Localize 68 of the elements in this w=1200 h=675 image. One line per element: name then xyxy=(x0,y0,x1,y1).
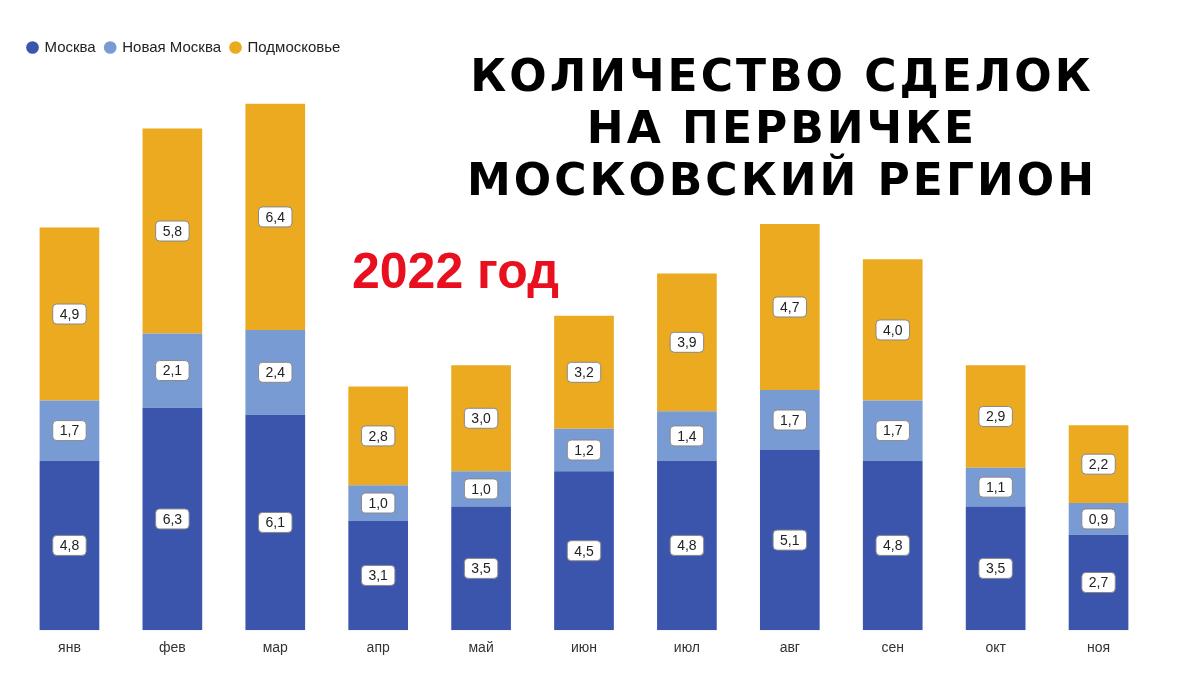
data-label: 2,9 xyxy=(985,408,1006,425)
data-label: 4,5 xyxy=(574,542,594,559)
data-label: 1,4 xyxy=(677,427,697,444)
chart-title: КОЛИЧЕСТВО СДЕЛОК НА ПЕРВИЧКЕ МОСКОВСКИЙ РЕГИОН xyxy=(466,50,1098,206)
x-tick-label: май xyxy=(468,639,494,656)
data-label: 1,0 xyxy=(368,494,389,511)
x-tick-label: ноя xyxy=(1086,639,1111,656)
data-label: 2,4 xyxy=(265,364,286,381)
bar xyxy=(554,315,614,429)
data-label: 4,7 xyxy=(780,298,800,315)
data-label: 2,8 xyxy=(368,427,389,444)
x-tick-label: авг xyxy=(779,639,800,656)
bar xyxy=(451,365,511,472)
legend-label: Москва xyxy=(44,37,97,55)
data-label: 4,8 xyxy=(882,537,903,554)
data-label: 6,1 xyxy=(265,514,286,531)
data-label: 3,5 xyxy=(985,560,1006,577)
bar xyxy=(759,223,820,390)
data-label: 4,8 xyxy=(677,537,697,554)
data-label: 2,1 xyxy=(162,362,183,379)
x-tick-label: окт xyxy=(985,639,1007,656)
bar xyxy=(142,407,203,631)
text: 2022 год xyxy=(352,242,559,300)
bar xyxy=(245,414,306,631)
bar xyxy=(348,520,409,631)
x-tick-label: сен xyxy=(881,639,904,656)
x-tick-label: янв xyxy=(58,639,81,656)
bar xyxy=(451,506,511,631)
bar xyxy=(965,506,1026,631)
x-tick-label: апр xyxy=(366,639,390,656)
x-tick-label: мар xyxy=(262,639,289,656)
bar xyxy=(39,227,100,401)
data-label: 1,1 xyxy=(985,478,1006,495)
data-label: 1,0 xyxy=(471,480,492,497)
data-label: 5,1 xyxy=(780,531,800,548)
bar xyxy=(245,103,306,330)
bar xyxy=(657,273,717,412)
data-label: 3,5 xyxy=(471,560,492,577)
bar xyxy=(39,460,100,631)
data-label: 2,2 xyxy=(1088,456,1109,473)
data-label: 3,9 xyxy=(677,334,697,351)
x-tick-label: фев xyxy=(158,639,186,656)
bar xyxy=(759,450,820,631)
x-tick-label: июн xyxy=(570,639,598,656)
data-label: 1,7 xyxy=(882,422,903,439)
bar xyxy=(142,128,203,334)
data-label: 1,7 xyxy=(780,411,800,428)
legend-label: Новая Москва xyxy=(122,37,222,55)
data-label: 0,9 xyxy=(1088,510,1109,527)
bar xyxy=(554,471,614,631)
legend-label: Подмосковье xyxy=(247,37,341,55)
bar xyxy=(862,460,923,631)
data-label: 3,0 xyxy=(471,410,492,427)
bar xyxy=(657,460,717,631)
data-label: 4,8 xyxy=(59,537,80,554)
data-label: 4,0 xyxy=(882,321,903,338)
data-label: 3,1 xyxy=(368,567,389,584)
data-label: 1,2 xyxy=(574,441,594,458)
data-label: 4,9 xyxy=(59,305,80,322)
data-label: 5,8 xyxy=(162,222,183,239)
data-label: 2,7 xyxy=(1088,574,1109,591)
x-tick-label: июл xyxy=(673,639,700,656)
bar xyxy=(348,386,409,486)
data-label: 3,2 xyxy=(574,364,594,381)
bar xyxy=(862,259,923,401)
data-label: 6,3 xyxy=(162,510,183,527)
data-label: 6,4 xyxy=(265,208,286,225)
data-label: 1,7 xyxy=(59,422,80,439)
